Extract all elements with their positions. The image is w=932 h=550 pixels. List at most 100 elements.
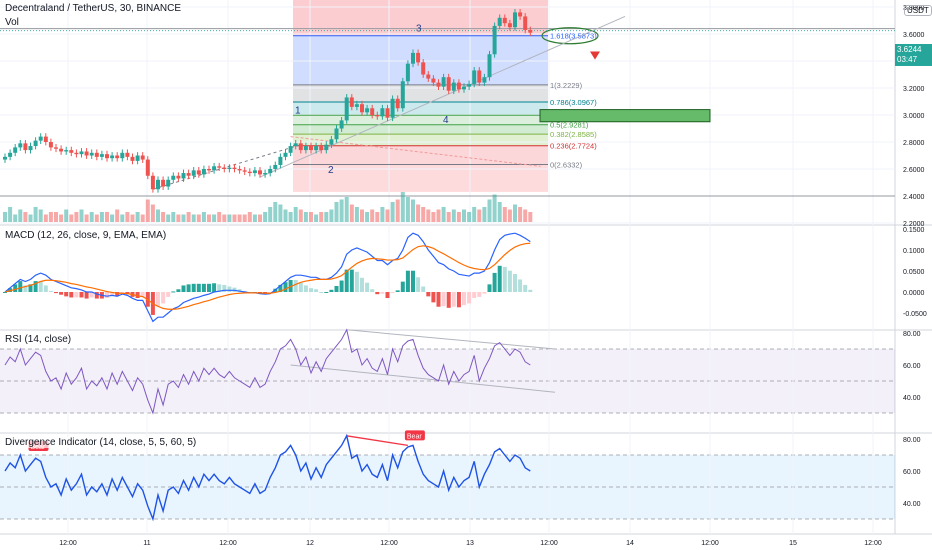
volume-bar [150,204,155,222]
candle [54,147,58,149]
candle [89,152,94,156]
macd-histogram-bar [324,292,329,293]
macd-histogram-bar [28,284,33,292]
candle [385,108,390,118]
macd-histogram-bar [13,284,18,292]
volume-bar [125,212,130,222]
volume-bar [273,202,278,222]
macd-histogram-bar [54,292,58,294]
macd-histogram-bar [482,292,487,294]
candle [390,98,395,118]
volume-bar [456,212,461,222]
candle [120,152,125,159]
volume-bar [212,214,217,222]
volume-bar [59,214,64,222]
volume-bar [380,207,385,222]
macd-histogram-bar [375,292,380,295]
macd-histogram-bar [456,292,461,308]
volume-bar [365,212,370,222]
macd-histogram-bar [431,292,436,303]
volume-bar [69,214,74,222]
fib-label: 0.786(3.0967) [550,98,597,107]
macd-histogram-bar [94,292,99,299]
wave-label: 2 [328,165,334,176]
volume-bar [421,207,426,222]
macd-histogram-bar [140,292,145,297]
macd-histogram-bar [416,277,421,292]
macd-histogram-bar [349,269,354,292]
macd-histogram-bar [115,292,120,296]
macd-histogram-bar [360,277,364,292]
bar-countdown: 03:47 [897,55,918,64]
volume-bar [426,209,431,222]
volume-bar [135,212,140,222]
macd-histogram-bar [186,284,191,292]
candle [400,81,405,109]
divergence-label[interactable]: Divergence Indicator (14, close, 5, 5, 6… [5,437,197,448]
macd-label[interactable]: MACD (12, 26, close, 9, EMA, EMA) [5,230,167,241]
macd-histogram-bar [135,292,140,299]
volume-bar [130,214,135,222]
candle [232,167,237,169]
signal-line [4,242,531,310]
fib-label: 1(3.2229) [550,81,583,90]
volume-bar [43,214,48,222]
volume-bar [28,214,33,222]
volume-bar [451,209,456,222]
candle [140,155,145,160]
candle [329,139,334,145]
volume-bar [99,212,104,222]
macd-tick: 0.1000 [903,248,925,255]
volume-bar [79,209,84,222]
candle [360,104,364,113]
candle [181,173,186,179]
macd-histogram-bar [212,283,217,292]
candle [477,70,482,83]
currency-badge[interactable]: USDT [904,5,932,16]
candle [462,86,466,90]
candle [99,154,104,157]
macd-line [4,232,531,323]
volume-bar [288,212,293,222]
candle [431,78,436,83]
candle [344,97,349,121]
macd-histogram-bar [385,292,390,299]
fib-zone [293,35,548,85]
candle [115,155,120,159]
volume-bar [237,214,242,222]
macd-histogram-bar [176,289,181,292]
volume-bar [105,212,109,222]
price-tick: 2.8000 [903,140,925,147]
candle [69,150,74,153]
candle [426,74,431,79]
volume-bar [497,202,502,222]
candle [247,171,252,174]
candle [492,25,497,55]
candle [354,104,359,107]
candle [227,167,232,169]
macd-histogram-bar [293,279,298,292]
macd-histogram-bar [3,292,7,293]
volume-bar [23,212,28,222]
price-tick: 2.6000 [903,167,925,174]
macd-histogram-bar [181,285,186,292]
candle [365,108,370,113]
macd-histogram-bar [191,283,196,292]
macd-histogram-bar [278,284,283,292]
volume-bar [472,207,477,222]
volume-label: Vol [5,17,19,28]
macd-histogram-bar [38,281,43,292]
macd-histogram-bar [74,292,79,298]
symbol-title[interactable]: Decentraland / TetherUS, 30, BINANCE [5,3,182,14]
volume-bar [33,207,38,222]
macd-histogram-bar [446,292,451,308]
volume-bar [48,212,53,222]
candle [8,152,13,157]
time-tick: 12:00 [864,540,882,547]
macd-histogram-bar [156,292,160,307]
fib-zone [293,115,548,125]
rsi-label[interactable]: RSI (14, close) [5,334,72,345]
macd-histogram-bar [84,292,89,299]
fib-zone [293,101,548,116]
